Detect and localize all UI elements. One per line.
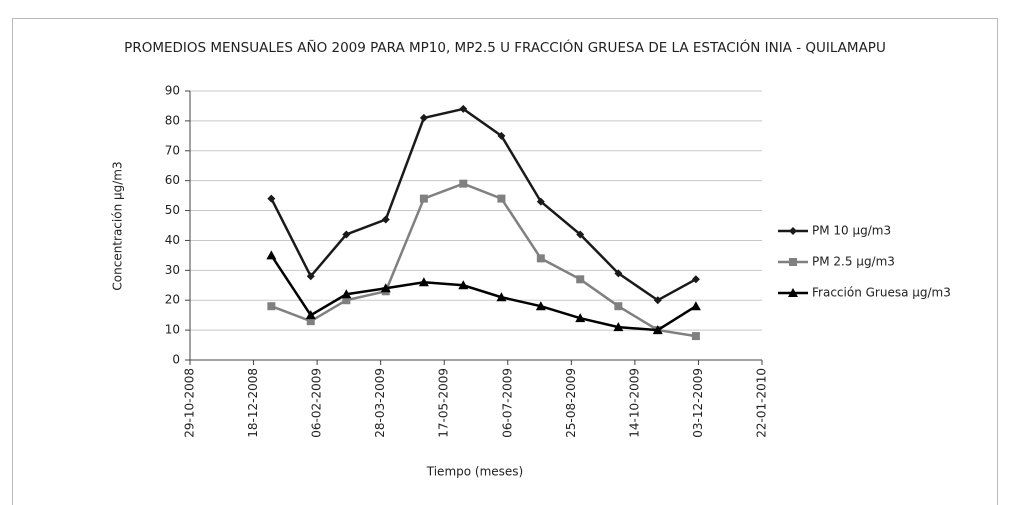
y-tick-label: 80	[165, 113, 180, 127]
data-point	[536, 254, 545, 263]
data-point	[459, 104, 468, 113]
y-tick-label: 0	[172, 353, 180, 367]
series-line	[270, 254, 697, 332]
data-point	[576, 275, 585, 284]
data-point	[306, 272, 315, 281]
data-point	[652, 325, 663, 335]
data-point	[536, 197, 545, 206]
data-point	[497, 131, 506, 140]
data-point	[691, 275, 700, 284]
data-point	[306, 317, 315, 326]
y-tick-label: 60	[165, 173, 180, 187]
data-point	[613, 322, 624, 332]
x-tick-label: 22-01-2010	[755, 368, 769, 438]
legend-marker	[789, 258, 797, 266]
y-tick-label: 20	[165, 293, 180, 307]
y-tick-label: 30	[165, 263, 180, 277]
data-point	[576, 230, 585, 239]
data-point	[342, 230, 351, 239]
chart-title: PROMEDIOS MENSUALES AÑO 2009 PARA MP10, …	[124, 40, 886, 56]
data-point	[341, 289, 352, 299]
y-tick-label: 40	[165, 233, 180, 247]
x-tick-label: 28-03-2009	[373, 368, 387, 438]
data-point	[690, 301, 701, 311]
data-point	[458, 280, 469, 290]
data-point	[575, 313, 586, 323]
x-tick-label: 14-10-2009	[627, 368, 641, 438]
data-point	[419, 113, 428, 122]
series-line	[270, 182, 697, 338]
series-line	[270, 107, 697, 302]
x-tick-label: 03-12-2009	[691, 368, 705, 438]
data-point	[614, 302, 623, 311]
x-tick-label: 29-10-2008	[183, 368, 197, 438]
data-point	[614, 269, 623, 278]
data-point	[267, 194, 276, 203]
data-point	[305, 310, 316, 320]
y-tick-label: 10	[165, 323, 180, 337]
x-tick-label: 18-12-2008	[246, 368, 260, 438]
x-tick-label: 06-07-2009	[500, 368, 514, 438]
chart-frame	[12, 18, 998, 505]
data-point	[459, 179, 468, 188]
x-tick-label: 25-08-2009	[564, 368, 578, 438]
legend-marker	[789, 227, 797, 235]
data-point	[381, 215, 390, 224]
data-point	[419, 194, 428, 203]
y-tick-label: 70	[165, 143, 180, 157]
data-point	[535, 301, 546, 311]
data-point	[267, 302, 276, 311]
y-axis-label: Concentración µg/m3	[111, 161, 125, 290]
legend-label: Fracción Gruesa µg/m3	[812, 286, 951, 300]
data-point	[496, 292, 507, 302]
legend-label: PM 2.5 µg/m3	[812, 255, 895, 269]
data-point	[691, 332, 700, 341]
data-point	[380, 283, 391, 293]
legend-marker	[788, 288, 798, 297]
data-point	[266, 250, 277, 260]
data-point	[418, 277, 429, 287]
data-point	[497, 194, 506, 203]
legend-label: PM 10 µg/m3	[812, 224, 891, 238]
data-point	[653, 296, 662, 305]
y-tick-label: 50	[165, 203, 180, 217]
x-axis-label: Tiempo (meses)	[426, 465, 523, 479]
data-point	[342, 296, 351, 305]
y-tick-label: 90	[165, 84, 180, 98]
x-tick-label: 06-02-2009	[310, 368, 324, 438]
x-tick-label: 17-05-2009	[437, 368, 451, 438]
